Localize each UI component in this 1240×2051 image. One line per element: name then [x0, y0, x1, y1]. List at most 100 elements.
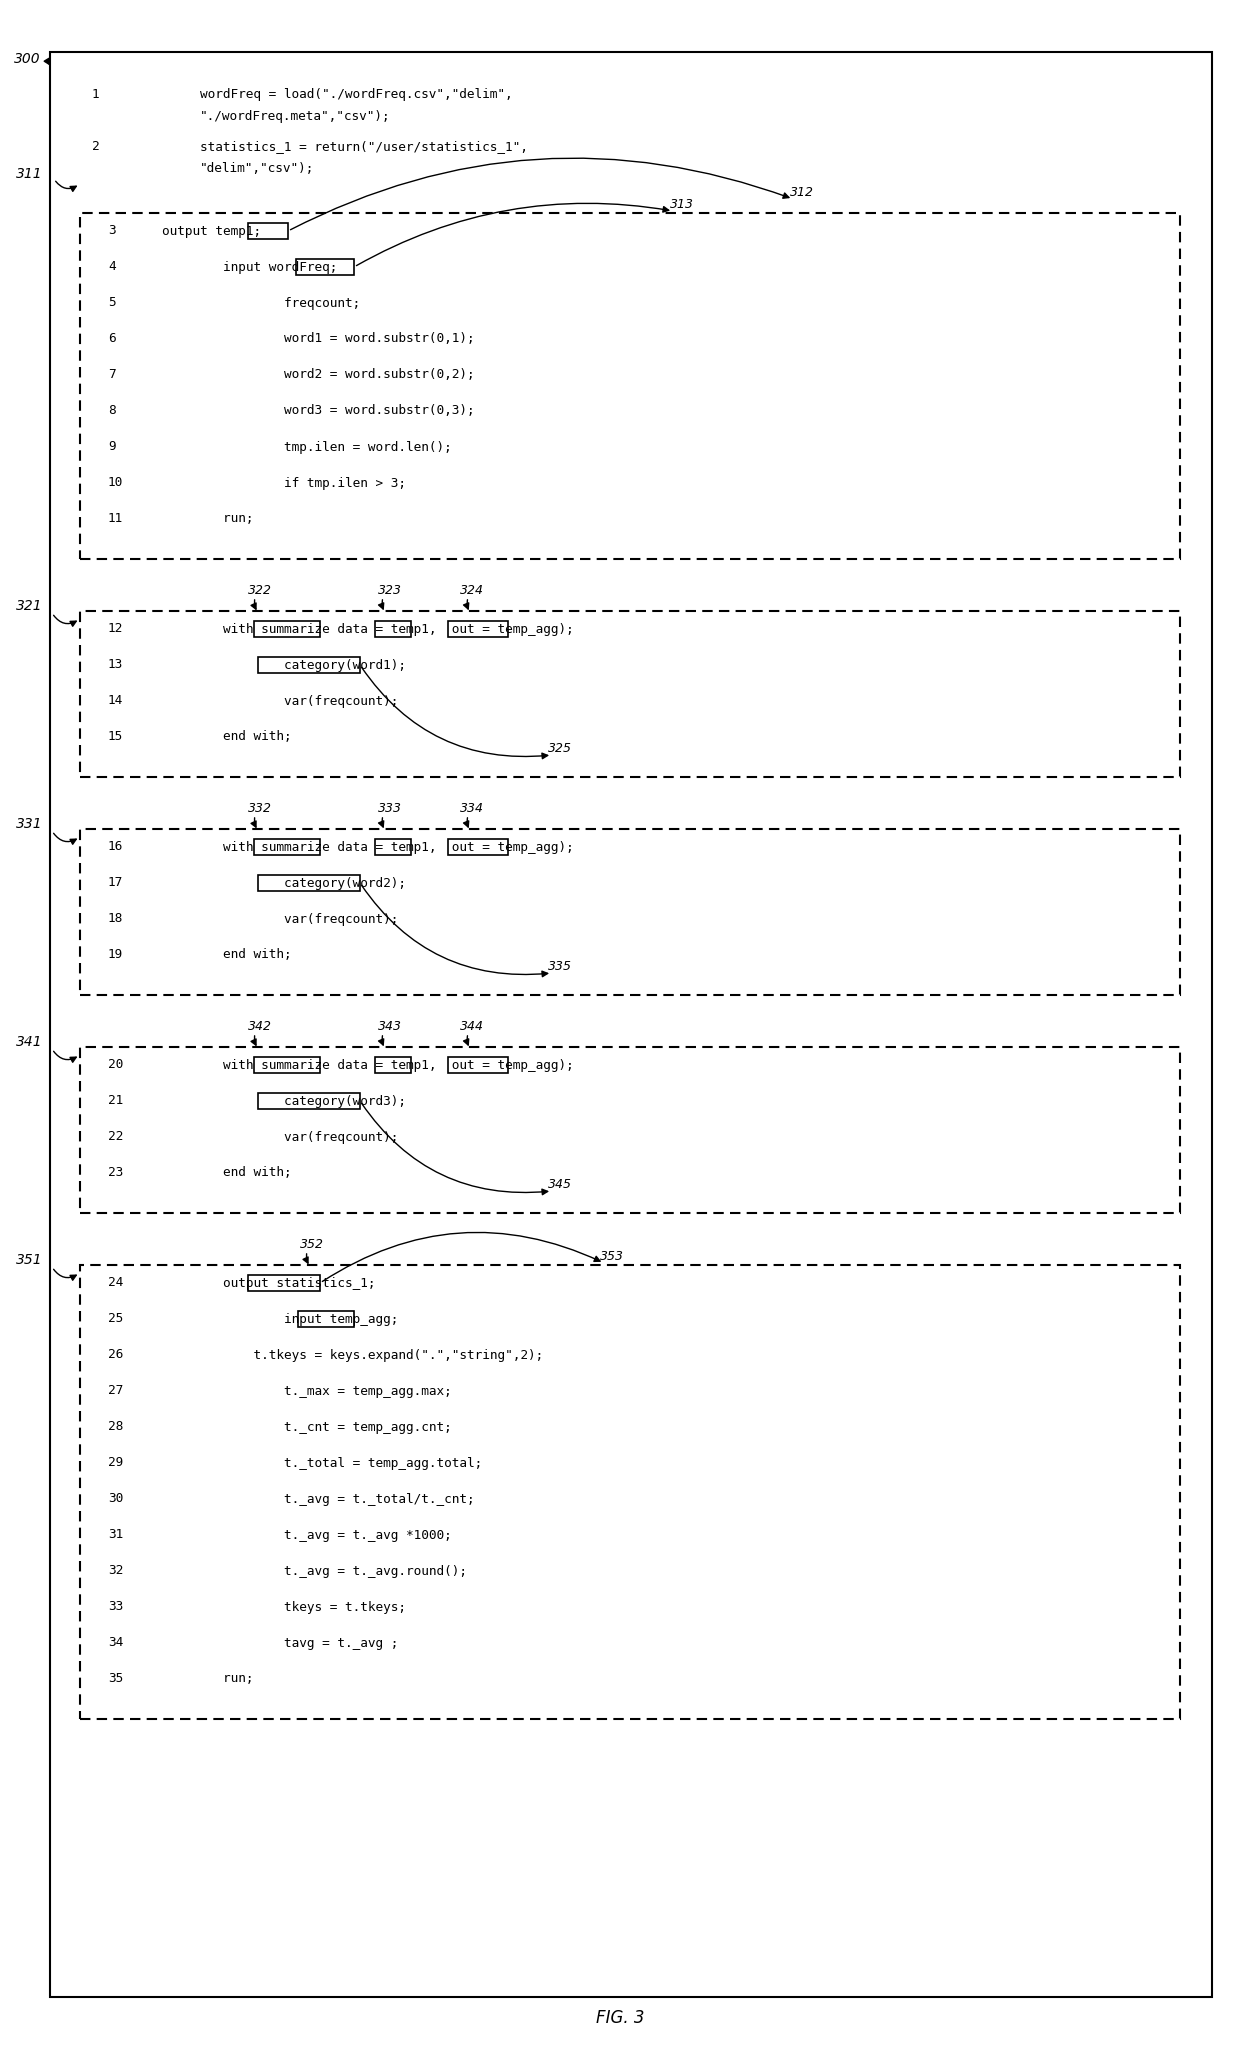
Text: tkeys = t.tkeys;: tkeys = t.tkeys; [162, 1600, 405, 1614]
Text: 324: 324 [460, 585, 484, 597]
Bar [81, 213, 1180, 560]
Text: 29: 29 [108, 1456, 123, 1469]
Text: run;: run; [162, 1672, 253, 1686]
Text: 322: 322 [248, 585, 272, 597]
Text: word3 = word.substr(0,3);: word3 = word.substr(0,3); [162, 404, 475, 418]
Text: 27: 27 [108, 1384, 123, 1397]
Text: 6: 6 [108, 332, 115, 345]
Text: 335: 335 [548, 960, 572, 974]
Text: if tmp.ilen > 3;: if tmp.ilen > 3; [162, 476, 405, 490]
Text: 16: 16 [108, 841, 123, 853]
Text: 351: 351 [16, 1253, 42, 1268]
Bar [374, 621, 410, 638]
Text: end with;: end with; [162, 1167, 291, 1179]
Bar [298, 1311, 353, 1327]
Bar [254, 839, 320, 855]
Text: FIG. 3: FIG. 3 [595, 2010, 645, 2026]
Text: 30: 30 [108, 1493, 123, 1505]
Text: t._cnt = temp_agg.cnt;: t._cnt = temp_agg.cnt; [162, 1421, 451, 1434]
Text: with summarize data = temp1,  out = temp_agg);: with summarize data = temp1, out = temp_… [162, 1058, 574, 1071]
Text: 300: 300 [14, 51, 41, 66]
Text: var(freqcount);: var(freqcount); [162, 913, 398, 925]
Text: 13: 13 [108, 658, 123, 671]
Text: 1: 1 [92, 88, 99, 100]
Text: 334: 334 [460, 802, 484, 816]
Bar [448, 1056, 508, 1073]
Text: 311: 311 [16, 166, 42, 180]
Text: 35: 35 [108, 1672, 123, 1686]
Text: tavg = t._avg ;: tavg = t._avg ; [162, 1637, 398, 1649]
Text: statistics_1 = return("/user/statistics_1",: statistics_1 = return("/user/statistics_… [200, 139, 528, 154]
Text: 19: 19 [108, 948, 123, 962]
Text: 342: 342 [248, 1021, 272, 1034]
Bar [81, 829, 1180, 995]
Text: 31: 31 [108, 1528, 123, 1542]
Text: category(word3);: category(word3); [162, 1095, 405, 1108]
Text: input wordFreq;: input wordFreq; [162, 260, 337, 273]
Text: 341: 341 [16, 1036, 42, 1048]
Text: 5: 5 [108, 297, 115, 310]
Text: word1 = word.substr(0,1);: word1 = word.substr(0,1); [162, 332, 475, 345]
Text: "./wordFreq.meta","csv");: "./wordFreq.meta","csv"); [200, 111, 391, 123]
Bar [258, 876, 360, 890]
Text: with summarize data = temp1,  out = temp_agg);: with summarize data = temp1, out = temp_… [162, 841, 574, 853]
Bar [258, 1093, 360, 1110]
Text: 9: 9 [108, 441, 115, 453]
Text: t._max = temp_agg.max;: t._max = temp_agg.max; [162, 1384, 451, 1397]
Text: 28: 28 [108, 1421, 123, 1434]
Text: 24: 24 [108, 1276, 123, 1290]
Text: t._total = temp_agg.total;: t._total = temp_agg.total; [162, 1456, 482, 1469]
Bar [248, 224, 288, 240]
Text: var(freqcount);: var(freqcount); [162, 1130, 398, 1144]
Text: var(freqcount);: var(freqcount); [162, 695, 398, 708]
Bar [374, 1056, 410, 1073]
Text: 312: 312 [790, 187, 813, 199]
Bar [81, 1046, 1180, 1212]
Bar [248, 1276, 320, 1290]
Text: 21: 21 [108, 1095, 123, 1108]
Text: 343: 343 [378, 1021, 402, 1034]
Text: run;: run; [162, 513, 253, 525]
Text: 34: 34 [108, 1637, 123, 1649]
Text: 11: 11 [108, 513, 123, 525]
Text: 313: 313 [670, 199, 694, 211]
Bar [258, 656, 360, 673]
Bar [374, 839, 410, 855]
Text: end with;: end with; [162, 948, 291, 962]
Bar [254, 621, 320, 638]
Text: 345: 345 [548, 1179, 572, 1192]
Text: 20: 20 [108, 1058, 123, 1071]
Text: with summarize data = temp1,  out = temp_agg);: with summarize data = temp1, out = temp_… [162, 624, 574, 636]
Text: t._avg = t._avg.round();: t._avg = t._avg.round(); [162, 1565, 467, 1577]
Text: 7: 7 [108, 369, 115, 381]
Text: 323: 323 [378, 585, 402, 597]
Text: 2: 2 [92, 139, 99, 154]
Text: 4: 4 [108, 260, 115, 273]
Bar [254, 1056, 320, 1073]
Text: 17: 17 [108, 876, 123, 890]
Text: word2 = word.substr(0,2);: word2 = word.substr(0,2); [162, 369, 475, 381]
Text: 12: 12 [108, 624, 123, 636]
Text: t.tkeys = keys.expand(".","string",2);: t.tkeys = keys.expand(".","string",2); [162, 1348, 543, 1362]
Text: tmp.ilen = word.len();: tmp.ilen = word.len(); [162, 441, 451, 453]
Text: 321: 321 [16, 599, 42, 613]
Bar [81, 611, 1180, 777]
Text: 333: 333 [378, 802, 402, 816]
Text: 332: 332 [248, 802, 272, 816]
Text: 22: 22 [108, 1130, 123, 1144]
Bar [81, 1265, 1180, 1719]
Text: freqcount;: freqcount; [162, 297, 361, 310]
Text: wordFreq = load("./wordFreq.csv","delim",: wordFreq = load("./wordFreq.csv","delim"… [200, 88, 512, 100]
Text: output temp1;: output temp1; [162, 224, 262, 238]
Text: 23: 23 [108, 1167, 123, 1179]
Text: 353: 353 [600, 1251, 624, 1263]
Text: t._avg = t._avg *1000;: t._avg = t._avg *1000; [162, 1528, 451, 1542]
Text: 26: 26 [108, 1348, 123, 1362]
Text: 18: 18 [108, 913, 123, 925]
Text: input temp_agg;: input temp_agg; [162, 1313, 398, 1325]
Text: 331: 331 [16, 816, 42, 831]
Text: category(word1);: category(word1); [162, 658, 405, 671]
Text: end with;: end with; [162, 730, 291, 745]
Text: 15: 15 [108, 730, 123, 745]
Text: 25: 25 [108, 1313, 123, 1325]
